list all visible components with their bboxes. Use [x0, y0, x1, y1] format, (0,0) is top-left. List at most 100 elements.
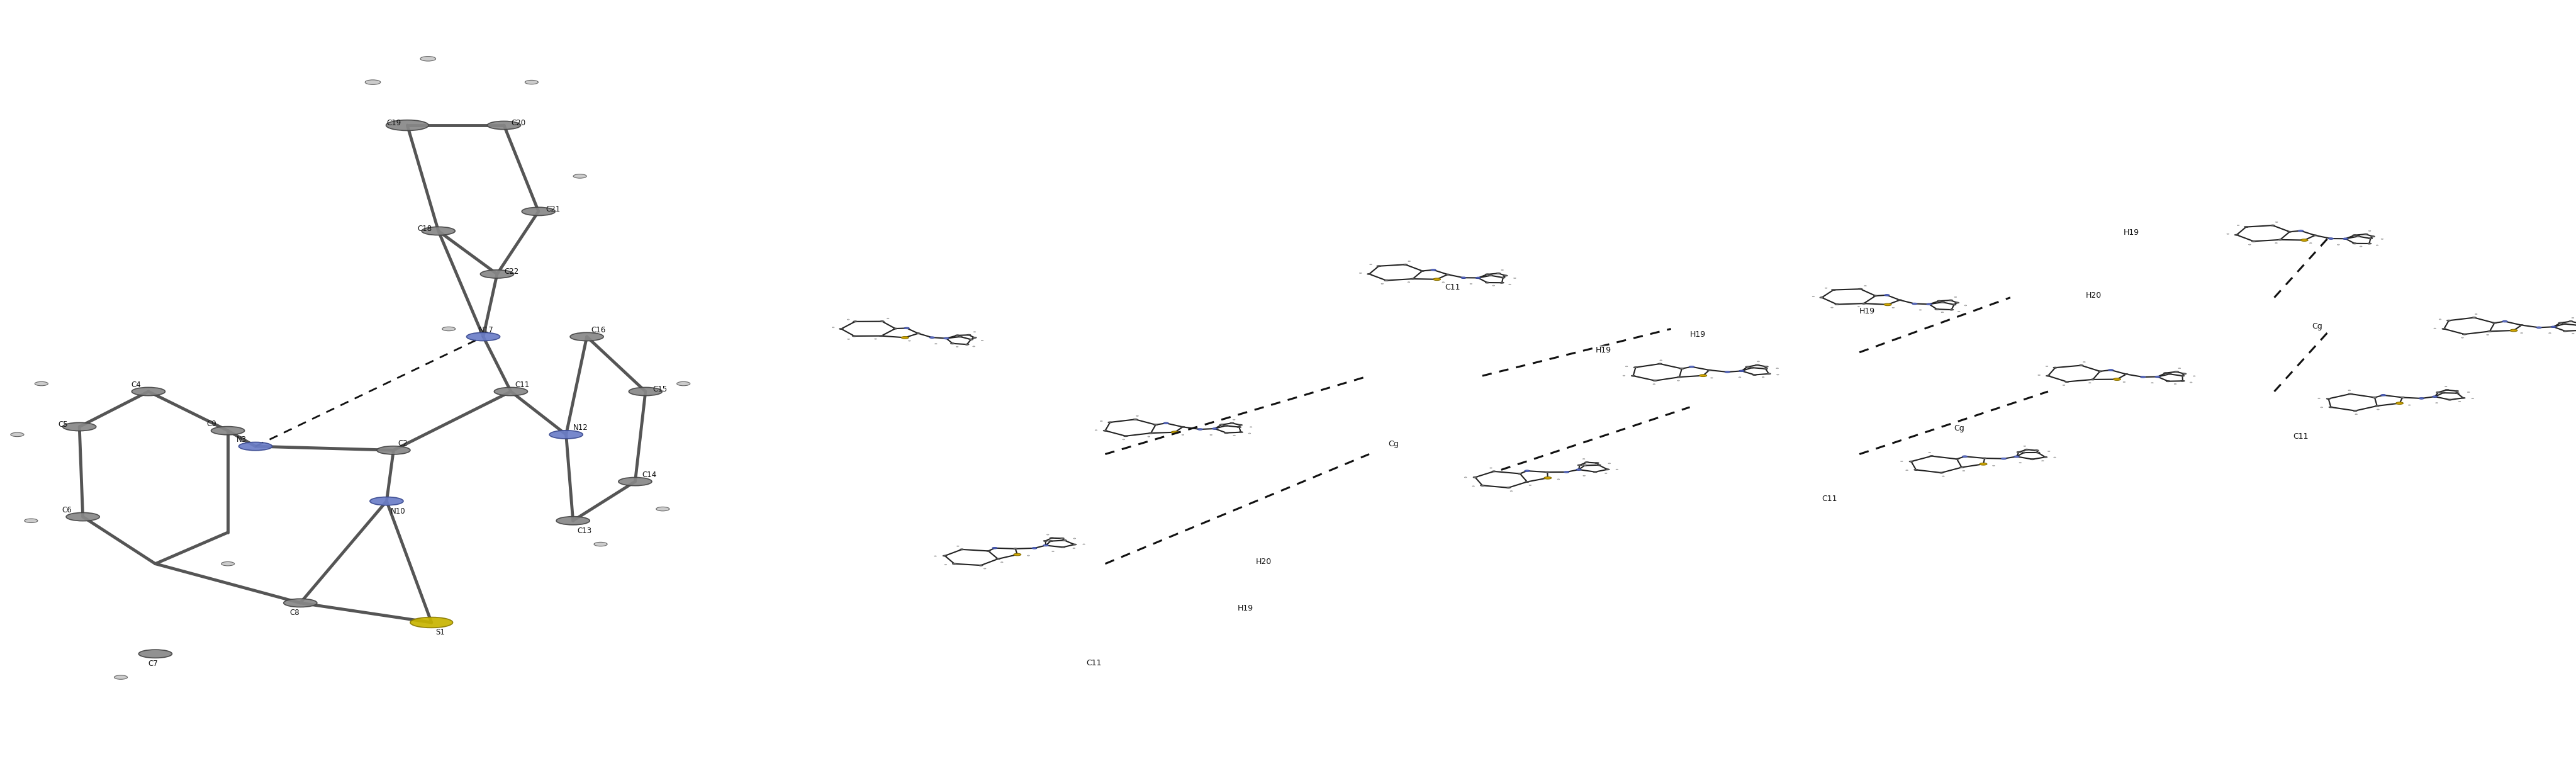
Circle shape	[2550, 326, 2555, 327]
Circle shape	[1883, 304, 1891, 305]
Circle shape	[1940, 472, 1942, 474]
Circle shape	[2509, 330, 2517, 331]
Circle shape	[1726, 371, 1731, 373]
Circle shape	[1502, 277, 1504, 278]
Circle shape	[2092, 379, 2094, 380]
Circle shape	[2097, 370, 2102, 372]
Circle shape	[1765, 368, 1767, 370]
Circle shape	[2329, 406, 2334, 408]
Circle shape	[997, 558, 999, 560]
Circle shape	[2563, 323, 2566, 324]
Circle shape	[1012, 548, 1018, 550]
Circle shape	[1955, 458, 1958, 460]
Circle shape	[2125, 373, 2128, 375]
Circle shape	[853, 321, 858, 322]
Circle shape	[2437, 392, 2439, 393]
Circle shape	[1832, 289, 1837, 290]
Circle shape	[1605, 469, 1610, 470]
Circle shape	[2455, 392, 2460, 394]
Circle shape	[2326, 398, 2331, 399]
Circle shape	[443, 327, 456, 331]
Circle shape	[2370, 236, 2375, 237]
Circle shape	[1507, 487, 1510, 489]
Circle shape	[2107, 370, 2112, 371]
Circle shape	[677, 381, 690, 386]
Circle shape	[1927, 304, 1932, 305]
Circle shape	[966, 334, 971, 336]
Circle shape	[853, 335, 855, 337]
Circle shape	[881, 321, 884, 322]
Circle shape	[2182, 373, 2187, 374]
Circle shape	[23, 518, 39, 523]
Text: H19: H19	[1860, 307, 1875, 315]
Circle shape	[1043, 545, 1048, 547]
Text: H19: H19	[1690, 330, 1705, 338]
Circle shape	[2344, 238, 2349, 240]
Ellipse shape	[422, 227, 456, 235]
Circle shape	[1899, 299, 1901, 301]
Circle shape	[2166, 373, 2172, 375]
Circle shape	[1595, 462, 1600, 464]
Circle shape	[1149, 432, 1154, 434]
Circle shape	[1048, 537, 1054, 539]
Circle shape	[2463, 334, 2465, 335]
Circle shape	[2045, 375, 2050, 377]
Circle shape	[1489, 275, 1494, 276]
Circle shape	[943, 337, 948, 339]
Circle shape	[1909, 461, 1914, 462]
Circle shape	[2367, 243, 2372, 244]
Circle shape	[1239, 431, 1244, 433]
Circle shape	[1198, 428, 1203, 430]
Circle shape	[2079, 365, 2084, 366]
Text: C14: C14	[641, 471, 657, 479]
Text: C21: C21	[546, 205, 559, 213]
Circle shape	[1955, 302, 1960, 303]
Circle shape	[1633, 366, 1638, 368]
Text: C13: C13	[577, 527, 592, 535]
Ellipse shape	[283, 599, 317, 607]
Circle shape	[1564, 471, 1569, 473]
Circle shape	[969, 339, 974, 340]
Circle shape	[2043, 456, 2048, 458]
Circle shape	[2396, 402, 2403, 404]
Circle shape	[878, 335, 884, 337]
Ellipse shape	[479, 270, 513, 278]
Ellipse shape	[139, 650, 173, 658]
Circle shape	[1631, 375, 1636, 377]
Circle shape	[1497, 272, 1499, 274]
Circle shape	[1383, 280, 1388, 281]
Circle shape	[2112, 378, 2120, 381]
Text: C7: C7	[149, 660, 157, 668]
Circle shape	[987, 550, 992, 552]
Circle shape	[1445, 274, 1450, 275]
Circle shape	[420, 56, 435, 61]
Circle shape	[1582, 465, 1587, 466]
Circle shape	[2035, 449, 2038, 451]
Ellipse shape	[67, 513, 100, 521]
Circle shape	[1229, 423, 1234, 424]
Circle shape	[2313, 235, 2316, 236]
Circle shape	[2367, 238, 2372, 239]
Text: C11: C11	[1821, 495, 1837, 503]
Circle shape	[10, 432, 23, 437]
Text: C8: C8	[291, 609, 299, 617]
Ellipse shape	[487, 121, 520, 129]
Circle shape	[1103, 430, 1108, 431]
Circle shape	[526, 80, 538, 85]
Circle shape	[2432, 396, 2437, 398]
Circle shape	[2442, 392, 2445, 394]
Text: H20: H20	[2087, 291, 2102, 299]
Text: C11: C11	[515, 381, 531, 389]
Circle shape	[956, 335, 958, 336]
Circle shape	[2447, 320, 2450, 321]
Circle shape	[1984, 457, 1986, 459]
Circle shape	[1754, 364, 1759, 366]
Text: Cg: Cg	[1953, 424, 1965, 432]
Circle shape	[1857, 288, 1862, 290]
Circle shape	[951, 343, 956, 345]
Circle shape	[1486, 274, 1489, 275]
Circle shape	[1172, 431, 1180, 433]
Circle shape	[961, 549, 963, 550]
Circle shape	[2053, 367, 2058, 368]
Circle shape	[1224, 432, 1229, 434]
